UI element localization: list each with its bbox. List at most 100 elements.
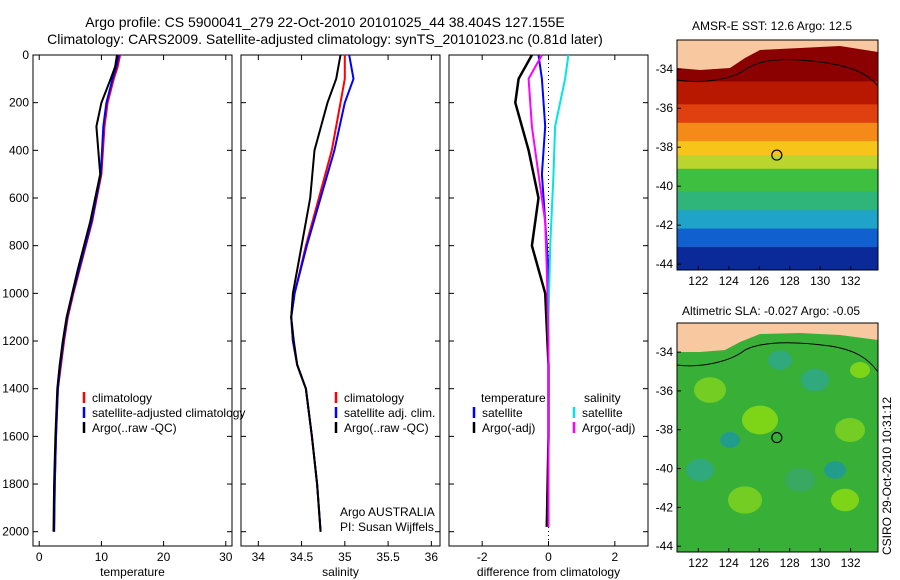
- sla-map-ytick-label: -40: [656, 462, 674, 476]
- salinity-satellite-line: [290, 54, 355, 532]
- temperature-panel-ytick-label: 2000: [2, 525, 29, 539]
- sla-anomaly-blob: [686, 458, 714, 482]
- sst-land-mass: [677, 40, 878, 70]
- temperature-legend-climatology-label: climatology: [92, 391, 152, 405]
- temperature-satellite-line: [53, 54, 120, 532]
- sla-map-ytick-label: -38: [656, 423, 674, 437]
- sst-color-band: [677, 191, 878, 211]
- sla-map-xtick-label: 122: [688, 556, 708, 570]
- difference-legend-salinity-title: salinity: [584, 391, 621, 405]
- difference-panel-xlabel: difference from climatology: [477, 565, 620, 579]
- sla-anomaly-blob: [720, 432, 740, 448]
- sla-map-ytick-label: -44: [656, 539, 674, 553]
- sst-color-band: [677, 228, 878, 248]
- temperature-panel-ytick-label: 800: [9, 239, 29, 253]
- salinity-panel-xtick-label: 36: [425, 550, 439, 564]
- sst-map-xtick-label: 132: [841, 274, 861, 288]
- temperature-panel-ytick-label: 0: [22, 48, 29, 62]
- temperature-panel-ytick-label: 400: [9, 143, 29, 157]
- sst-color-band: [677, 141, 878, 156]
- sla-anomaly-blob: [824, 461, 846, 479]
- salinity-argo-line: [290, 54, 342, 532]
- temperature-panel-ytick-label: 600: [9, 191, 29, 205]
- sst-map-xtick-label: 126: [749, 274, 769, 288]
- sst-map-ytick-label: -34: [656, 62, 674, 76]
- sla-anomaly-blob: [835, 418, 865, 442]
- salinity-panel-xlabel: salinity: [322, 565, 359, 579]
- sst-color-band: [677, 210, 878, 230]
- salinity-panel-xtick-label: 34.5: [290, 550, 314, 564]
- temperature-panel-xtick-label: 20: [157, 550, 171, 564]
- temperature-panel-ytick-label: 1800: [2, 477, 29, 491]
- sst-map-xtick-label: 124: [719, 274, 739, 288]
- difference-legend-temperature-title: temperature: [481, 391, 546, 405]
- difference-panel-xtick-label: 2: [611, 550, 618, 564]
- sla-map-xtick-label: 128: [780, 556, 800, 570]
- sla-anomaly-blob: [728, 486, 762, 514]
- sla-map-frame: [676, 322, 879, 553]
- sst-color-band: [677, 155, 878, 170]
- sla-map-ytick-label: -36: [656, 384, 674, 398]
- sst-map-xtick-label: 122: [688, 274, 708, 288]
- difference-salinity-satellite-line: [547, 54, 570, 527]
- csiro-timestamp: CSIRO 29-Oct-2010 10:31:12: [880, 396, 894, 555]
- temperature-panel-ytick-label: 200: [9, 96, 29, 110]
- sla-map-ytick-label: -42: [656, 500, 674, 514]
- salinity-panel-xtick-label: 35: [338, 550, 352, 564]
- sla-float-marker: [771, 431, 783, 444]
- salinity-panel-axes-frame: [240, 54, 441, 547]
- sla-depth-contour: [676, 342, 879, 373]
- sla-anomaly-blob: [785, 468, 815, 492]
- salinity-legend-argo-label: Argo(..raw -QC): [344, 421, 429, 435]
- sst-map-ytick-label: -36: [656, 101, 674, 115]
- temperature-legend-satellite-label: satellite-adjusted climatology: [92, 406, 245, 420]
- sst-map-xtick-label: 130: [810, 274, 830, 288]
- sst-color-band: [677, 122, 878, 142]
- sst-map-title: AMSR-E SST: 12.6 Argo: 12.5: [692, 19, 853, 33]
- sla-map-title: Altimetric SLA: -0.027 Argo: -0.05: [682, 304, 861, 318]
- sla-map-xtick-label: 124: [719, 556, 739, 570]
- sst-map-ytick-label: -38: [656, 140, 674, 154]
- temperature-climatology-line: [53, 54, 122, 532]
- sst-map-xtick-label: 128: [780, 274, 800, 288]
- sst-color-band: [677, 104, 878, 124]
- sla-land-mass: [677, 323, 878, 352]
- sla-anomaly-blob: [831, 488, 859, 512]
- temperature-panel-ytick-label: 1400: [2, 382, 29, 396]
- salinity-note-pi: PI: Susan Wijffels: [340, 520, 434, 534]
- sst-map-ytick-label: -40: [656, 179, 674, 193]
- temperature-panel-ytick-label: 1600: [2, 429, 29, 443]
- sst-map-ytick-label: -42: [656, 218, 674, 232]
- temperature-panel-xtick-label: 30: [219, 550, 233, 564]
- difference-legend-sal-argo-label: Argo(-adj): [582, 421, 635, 435]
- figure-title-line-1: Argo profile: CS 5900041_279 22-Oct-2010…: [85, 14, 565, 30]
- temperature-panel-xtick-label: 0: [36, 550, 43, 564]
- salinity-panel-xtick-label: 34: [252, 550, 266, 564]
- sst-depth-contour: [676, 59, 879, 87]
- difference-panel-xtick-label: 0: [545, 550, 552, 564]
- salinity-panel-xtick-label: 35.5: [376, 550, 400, 564]
- sst-float-marker: [771, 149, 783, 161]
- sla-anomaly-blob: [694, 377, 726, 403]
- temperature-argo-line: [52, 54, 118, 532]
- temperature-legend-argo-label: Argo(..raw -QC): [92, 421, 177, 435]
- sla-map-xtick-label: 132: [841, 556, 861, 570]
- sst-map-frame: [676, 39, 879, 271]
- temperature-panel-ytick-label: 1000: [2, 286, 29, 300]
- difference-legend-temp-argo-label: Argo(-adj): [482, 421, 535, 435]
- sla-anomaly-blob: [850, 362, 870, 378]
- sla-map-xtick-label: 130: [810, 556, 830, 570]
- sst-map-ytick-label: -44: [656, 257, 674, 271]
- salinity-climatology-line: [290, 55, 346, 532]
- temperature-panel-axes-frame: [32, 54, 233, 547]
- temperature-panel-xtick-label: 10: [95, 550, 109, 564]
- sla-anomaly-blob: [768, 350, 792, 370]
- temperature-panel-xlabel: temperature: [100, 565, 165, 579]
- sst-color-band: [677, 247, 878, 271]
- sla-anomaly-blob: [742, 405, 778, 435]
- difference-legend-temp-satellite-label: satellite: [482, 406, 523, 420]
- sla-map-xtick-label: 126: [749, 556, 769, 570]
- sst-color-band: [677, 168, 878, 193]
- figure-title-line-2: Climatology: CARS2009. Satellite-adjuste…: [47, 31, 603, 47]
